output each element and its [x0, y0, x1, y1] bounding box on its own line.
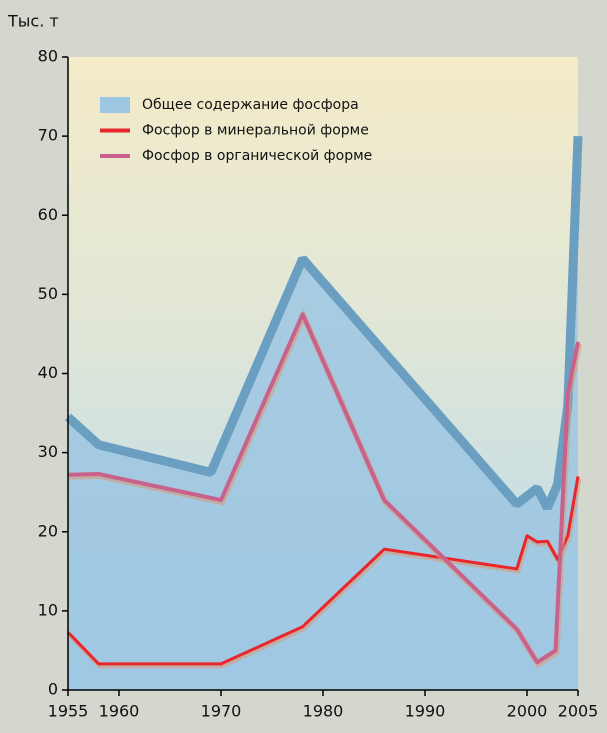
x-tick-label: 1960: [99, 702, 140, 721]
x-tick-label: 1970: [201, 702, 242, 721]
y-tick-label: 40: [38, 363, 58, 382]
legend-swatch: [100, 97, 130, 113]
x-tick-label: 2000: [507, 702, 548, 721]
y-tick-label: 50: [38, 284, 58, 303]
x-tick-label: 2005: [558, 702, 599, 721]
x-tick-label: 1990: [405, 702, 446, 721]
y-tick-label: 20: [38, 521, 58, 540]
y-tick-label: 30: [38, 442, 58, 461]
area-edge: [64, 135, 583, 511]
legend-label: Общее содержание фосфора: [142, 97, 359, 113]
y-tick-label: 0: [48, 680, 58, 699]
y-tick-label: 60: [38, 205, 58, 224]
legend-label: Фосфор в минеральной форме: [142, 123, 369, 139]
y-tick-label: 70: [38, 126, 58, 145]
x-tick-label: 1980: [303, 702, 344, 721]
legend-label: Фосфор в органической форме: [142, 148, 372, 164]
area: [68, 136, 578, 690]
x-tick-label: 1955: [48, 702, 89, 721]
y-axis-label: Тыс. т: [7, 12, 59, 31]
y-tick-label: 80: [38, 47, 58, 66]
y-tick-label: 10: [38, 600, 58, 619]
line: [67, 312, 580, 665]
